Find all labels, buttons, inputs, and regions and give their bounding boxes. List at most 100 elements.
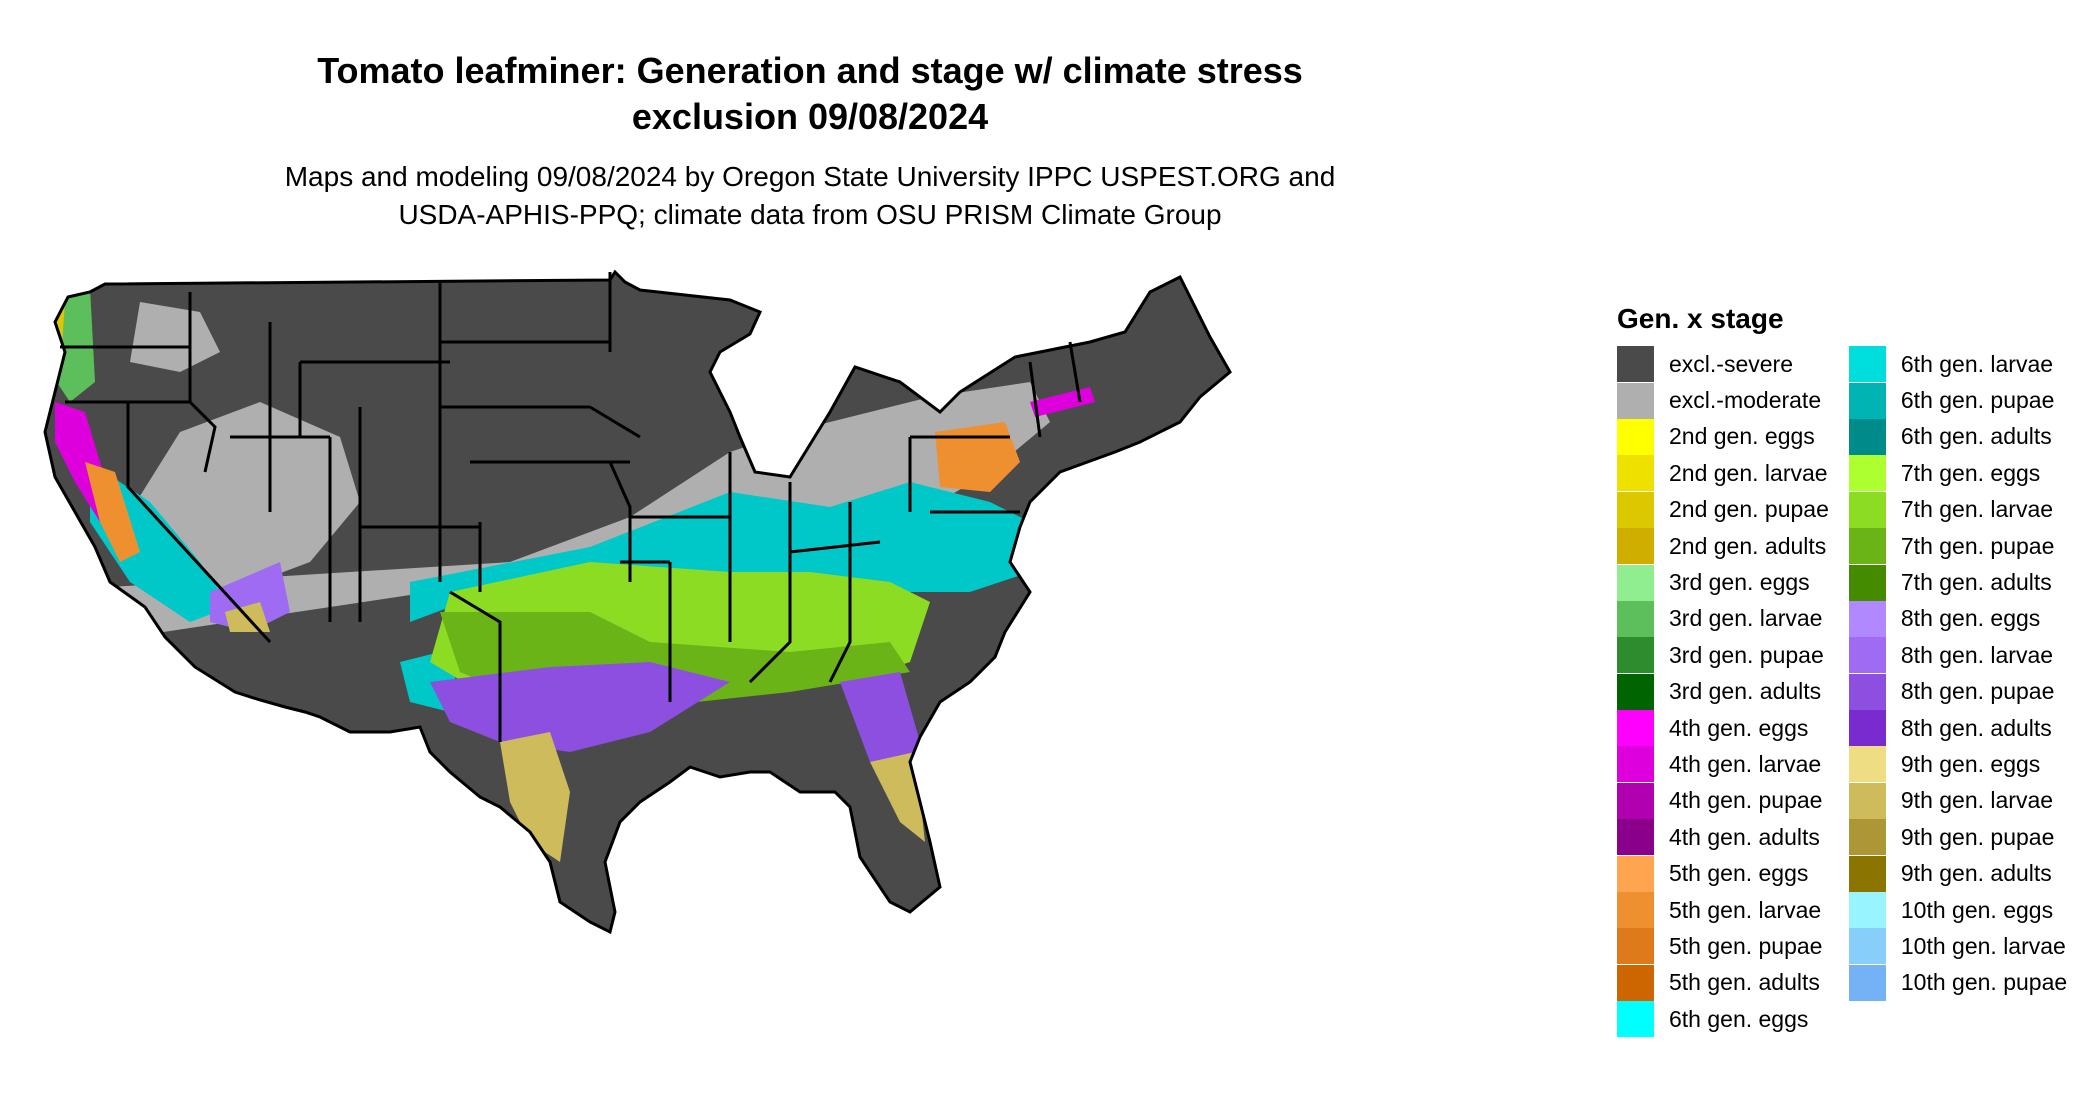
legend-label: 7th gen. eggs bbox=[1900, 459, 2041, 486]
legend-item: 7th gen. larvae bbox=[1848, 491, 2067, 528]
legend-swatch bbox=[1617, 710, 1654, 747]
legend-item: 3rd gen. larvae bbox=[1617, 600, 1829, 637]
legend-label: 10th gen. pupae bbox=[1900, 969, 2068, 996]
state-boundaries bbox=[43, 270, 1232, 934]
region-8th-gen bbox=[430, 662, 730, 752]
legend-label: 9th gen. eggs bbox=[1900, 750, 2041, 777]
legend-swatch bbox=[1848, 491, 1886, 528]
legend-item: 4th gen. eggs bbox=[1617, 710, 1829, 747]
legend-swatch bbox=[1617, 673, 1654, 710]
legend-item: 7th gen. adults bbox=[1848, 564, 2067, 601]
legend-swatch bbox=[1617, 782, 1654, 819]
map-title-line-2: exclusion 09/08/2024 bbox=[631, 96, 989, 137]
legend-columns: excl.-severe excl.-moderate 2nd gen. eggs 2… bbox=[1617, 346, 2068, 1038]
legend-item: 6th gen. adults bbox=[1848, 418, 2067, 455]
legend-swatch bbox=[1848, 455, 1886, 492]
legend-label: 9th gen. pupae bbox=[1900, 823, 2055, 850]
legend-label: 2nd gen. larvae bbox=[1669, 459, 1828, 486]
legend-label: 5th gen. eggs bbox=[1669, 860, 1809, 887]
legend-label: excl.-severe bbox=[1669, 350, 1793, 377]
legend-label: 8th gen. eggs bbox=[1900, 605, 2041, 632]
map-subtitle: Maps and modeling 09/08/2024 by Oregon S… bbox=[200, 158, 1420, 234]
region-9th-gen-tx bbox=[500, 732, 570, 862]
region-5th-gen-ca bbox=[85, 462, 140, 562]
legend-item: 3rd gen. pupae bbox=[1617, 637, 1829, 674]
legend-column-2: 6th gen. larvae 6th gen. pupae 6th gen. ad… bbox=[1848, 346, 2068, 1037]
legend-item: 9th gen. eggs bbox=[1848, 746, 2067, 783]
us-map bbox=[43, 270, 1232, 934]
legend-swatch bbox=[1848, 673, 1886, 710]
legend-label: 5th gen. pupae bbox=[1669, 932, 1823, 959]
legend-swatch bbox=[1848, 382, 1886, 419]
legend-swatch bbox=[1617, 600, 1654, 637]
region-excl-moderate-nw bbox=[130, 302, 220, 372]
map-regions bbox=[45, 272, 1230, 932]
legend-item: 5th gen. pupae bbox=[1617, 928, 1829, 965]
legend-swatch bbox=[1617, 928, 1654, 965]
legend-swatch bbox=[1617, 892, 1654, 929]
legend-label: 2nd gen. pupae bbox=[1669, 496, 1829, 523]
legend-label: 7th gen. adults bbox=[1900, 569, 2052, 596]
legend-label: 6th gen. eggs bbox=[1669, 1005, 1809, 1032]
legend-swatch bbox=[1848, 892, 1886, 929]
map-subtitle-line-1: Maps and modeling 09/08/2024 by Oregon S… bbox=[284, 161, 1336, 192]
legend-label: 8th gen. pupae bbox=[1900, 678, 2055, 705]
legend-swatch bbox=[1848, 964, 1886, 1001]
legend-label: 3rd gen. eggs bbox=[1669, 569, 1810, 596]
legend-item: 9th gen. larvae bbox=[1848, 782, 2067, 819]
legend-item: 10th gen. eggs bbox=[1848, 892, 2067, 929]
region-excl-moderate-west bbox=[130, 402, 360, 592]
legend-label: 7th gen. pupae bbox=[1900, 532, 2055, 559]
legend-item: 2nd gen. larvae bbox=[1617, 455, 1829, 492]
legend-label: 3rd gen. larvae bbox=[1669, 605, 1823, 632]
legend-item: excl.-moderate bbox=[1617, 382, 1829, 419]
legend-swatch bbox=[1617, 418, 1654, 455]
legend-label: 8th gen. larvae bbox=[1900, 641, 2054, 668]
legend-label: 2nd gen. adults bbox=[1669, 532, 1827, 559]
legend-label: 3rd gen. adults bbox=[1669, 678, 1822, 705]
region-5th-gen-east bbox=[935, 422, 1020, 492]
legend-swatch bbox=[1617, 746, 1654, 783]
legend-item: 7th gen. eggs bbox=[1848, 455, 2067, 492]
legend-label: 10th gen. larvae bbox=[1900, 932, 2066, 959]
legend-label: 4th gen. larvae bbox=[1669, 750, 1822, 777]
legend-item: 6th gen. larvae bbox=[1848, 346, 2067, 383]
legend-swatch bbox=[1617, 1001, 1654, 1038]
legend-label: 6th gen. adults bbox=[1900, 423, 2052, 450]
legend-item: 5th gen. adults bbox=[1617, 964, 1829, 1001]
legend-swatch bbox=[1848, 418, 1886, 455]
legend-label: 7th gen. larvae bbox=[1900, 496, 2054, 523]
legend-swatch bbox=[1848, 928, 1886, 965]
legend-swatch bbox=[1848, 637, 1886, 674]
legend-swatch bbox=[1617, 564, 1654, 601]
legend-swatch bbox=[1617, 964, 1654, 1001]
legend-item: 4th gen. pupae bbox=[1617, 782, 1829, 819]
legend-item: 6th gen. eggs bbox=[1617, 1001, 1829, 1038]
legend-swatch bbox=[1848, 855, 1886, 892]
legend-item: 8th gen. adults bbox=[1848, 710, 2067, 747]
legend-swatch bbox=[1848, 710, 1886, 747]
legend-swatch bbox=[1848, 346, 1886, 383]
region-8th-gen-fl bbox=[840, 672, 920, 782]
legend-swatch bbox=[1848, 819, 1886, 856]
legend-swatch bbox=[1617, 819, 1654, 856]
legend-item: 5th gen. larvae bbox=[1617, 892, 1829, 929]
legend-swatch bbox=[1848, 564, 1886, 601]
legend-title: Gen. x stage bbox=[1617, 303, 1784, 334]
legend-swatch bbox=[1617, 346, 1654, 383]
legend-item: 2nd gen. pupae bbox=[1617, 491, 1829, 528]
legend-label: 2nd gen. eggs bbox=[1669, 423, 1815, 450]
legend-swatch bbox=[1848, 782, 1886, 819]
title-block: Tomato leafminer: Generation and stage w… bbox=[200, 48, 1420, 234]
legend-item: 9th gen. pupae bbox=[1848, 819, 2067, 856]
legend-column-1: excl.-severe excl.-moderate 2nd gen. eggs 2… bbox=[1617, 346, 1829, 1038]
legend-label: 5th gen. adults bbox=[1669, 969, 1820, 996]
legend-label: 5th gen. larvae bbox=[1669, 896, 1822, 923]
legend-item: 2nd gen. eggs bbox=[1617, 418, 1829, 455]
legend-item: 4th gen. adults bbox=[1617, 819, 1829, 856]
legend-swatch bbox=[1848, 746, 1886, 783]
legend-swatch bbox=[1617, 528, 1654, 565]
legend-item: 5th gen. eggs bbox=[1617, 855, 1829, 892]
legend: Gen. x stage excl.-severe excl.-moderate 2… bbox=[1617, 302, 2068, 1038]
legend-item: 9th gen. adults bbox=[1848, 855, 2067, 892]
